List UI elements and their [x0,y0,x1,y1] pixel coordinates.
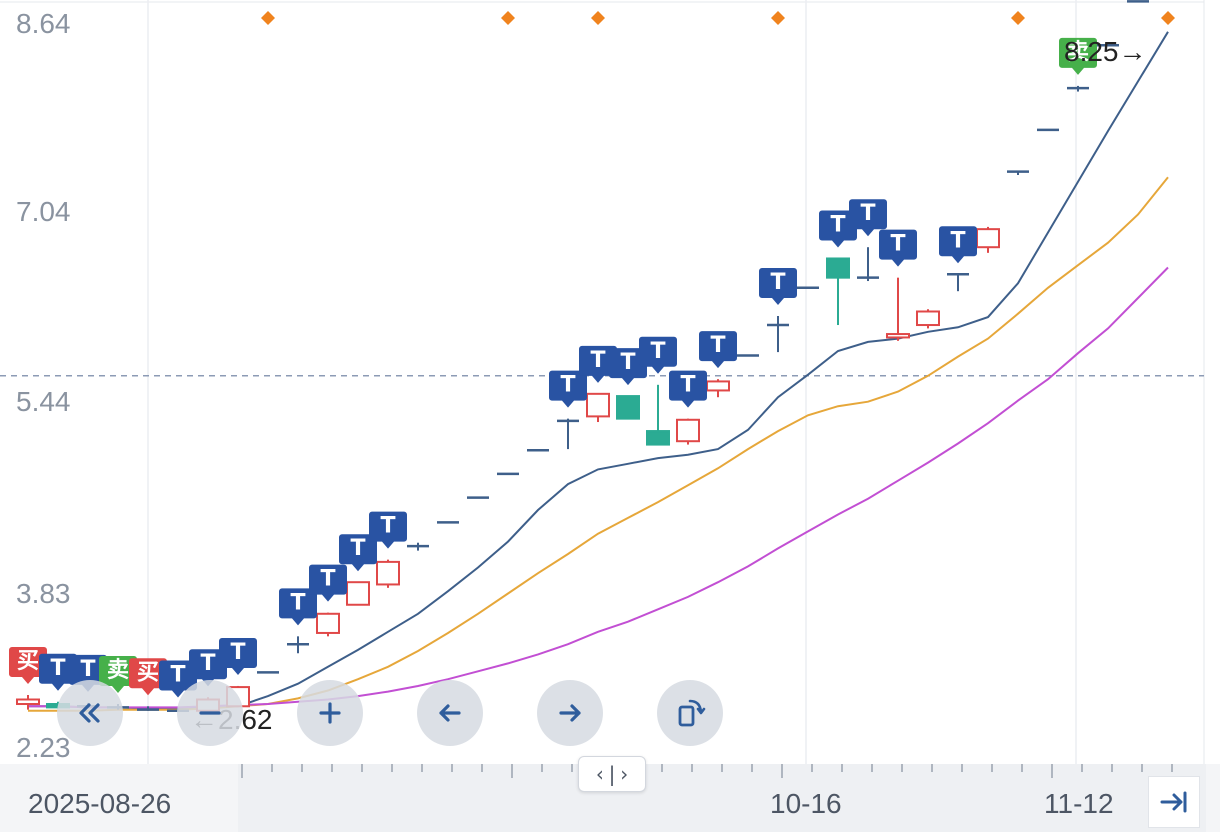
double-chevron-left-icon [79,703,100,723]
signal-badge [879,229,917,267]
chart-canvas[interactable]: 买 T T 卖买 T T TTTTTTT T TTTTT TT T卖 [0,0,1220,764]
signal-badge [819,210,857,248]
signal-badge [99,656,137,694]
x-date-label: 11-12 [1044,788,1114,819]
candle-body [706,380,730,392]
signal-badge-label: 卖 [1067,39,1089,65]
signal-badge-label: T [380,514,395,539]
jump-to-end-icon [1160,791,1187,813]
jump-to-end-button[interactable] [1148,776,1200,828]
signal-badge-label: T [710,333,725,358]
signal-badge [849,199,887,237]
signal-badge [129,658,167,696]
signal-badge [369,511,407,549]
candle-body [16,698,40,706]
event-marker-diamond [771,11,785,25]
signal-badge [309,564,347,602]
signal-badge-label: T [560,373,575,398]
candle-body [586,392,610,418]
signal-badge [639,336,677,374]
x-date-label: 2025-08-26 [28,788,172,819]
max-price-label: 8.25→ [1064,36,1147,67]
rotate-screen-icon [678,699,706,727]
signal-badge [219,637,257,675]
signal-badge [579,345,617,383]
event-marker-diamond [261,11,275,25]
candle-body [916,310,940,327]
signal-badge-label: T [200,651,215,676]
signal-badge-label: T [680,373,695,398]
candle-body [346,581,370,606]
candle-body [976,228,1000,249]
candle-body [646,430,670,446]
x-date-label: 10-16 [770,788,842,819]
event-marker-diamond [1161,11,1175,25]
jump-start-button[interactable] [57,680,123,746]
signal-badge-label: T [290,590,305,615]
candle-body [616,395,640,420]
candle-body [376,560,400,586]
signal-badge-label: T [230,640,245,665]
signal-badge-label: 买 [17,649,39,674]
signal-badge-label: T [350,536,365,561]
signal-badge-label: T [860,201,875,226]
signal-badge [699,331,737,369]
signal-badge-label: T [950,228,965,253]
signal-badge [549,370,587,408]
signal-badge-label: T [620,350,635,375]
signal-badge-label: 卖 [107,657,129,683]
signal-badge [279,588,317,626]
plot-background [0,0,1204,764]
signal-badge-label: T [170,663,185,688]
signal-badge-label: T [650,339,665,364]
signal-badge [339,534,377,572]
range-handle[interactable]: ‹|› [578,756,646,792]
signal-badge [939,226,977,264]
signal-badge-label: T [50,656,65,681]
signal-badge [669,370,707,408]
signal-badge [759,268,797,306]
arrow-right-icon [559,704,581,722]
signal-badge [189,649,227,687]
candle-body [826,257,850,279]
signal-badge [1059,37,1097,75]
navigator-ticks [241,764,1173,778]
event-marker-diamond [501,11,515,25]
zoom-in-button[interactable] [297,680,363,746]
candle-body [316,612,340,634]
candle-body [886,333,910,339]
event-marker-diamond [591,11,605,25]
minus-icon [199,711,221,715]
signal-badge-label: T [890,232,905,257]
plus-icon [319,702,341,724]
signal-badge-label: T [830,212,845,237]
signal-badge-label: T [80,657,95,682]
signal-badge [9,646,47,684]
pan-left-button[interactable] [417,680,483,746]
signal-badge-label: T [770,270,785,295]
y-tick-label: 3.83 [16,578,71,609]
arrow-left-icon [439,704,461,722]
y-tick-label: 5.44 [16,386,71,417]
signal-badge-label: T [320,567,335,592]
y-tick-label: 2.23 [16,732,71,763]
signal-badge-label: T [590,348,605,373]
signal-badge [609,348,647,386]
pan-right-button[interactable] [537,680,603,746]
signal-badge [39,653,77,691]
event-marker-diamond [1011,11,1025,25]
candle-body [676,418,700,443]
y-tick-label: 8.64 [16,8,71,39]
step-back-button[interactable] [177,680,243,746]
rotate-screen-button[interactable] [657,680,723,746]
y-tick-label: 7.04 [16,196,71,227]
signal-badge-label: 买 [137,660,159,685]
